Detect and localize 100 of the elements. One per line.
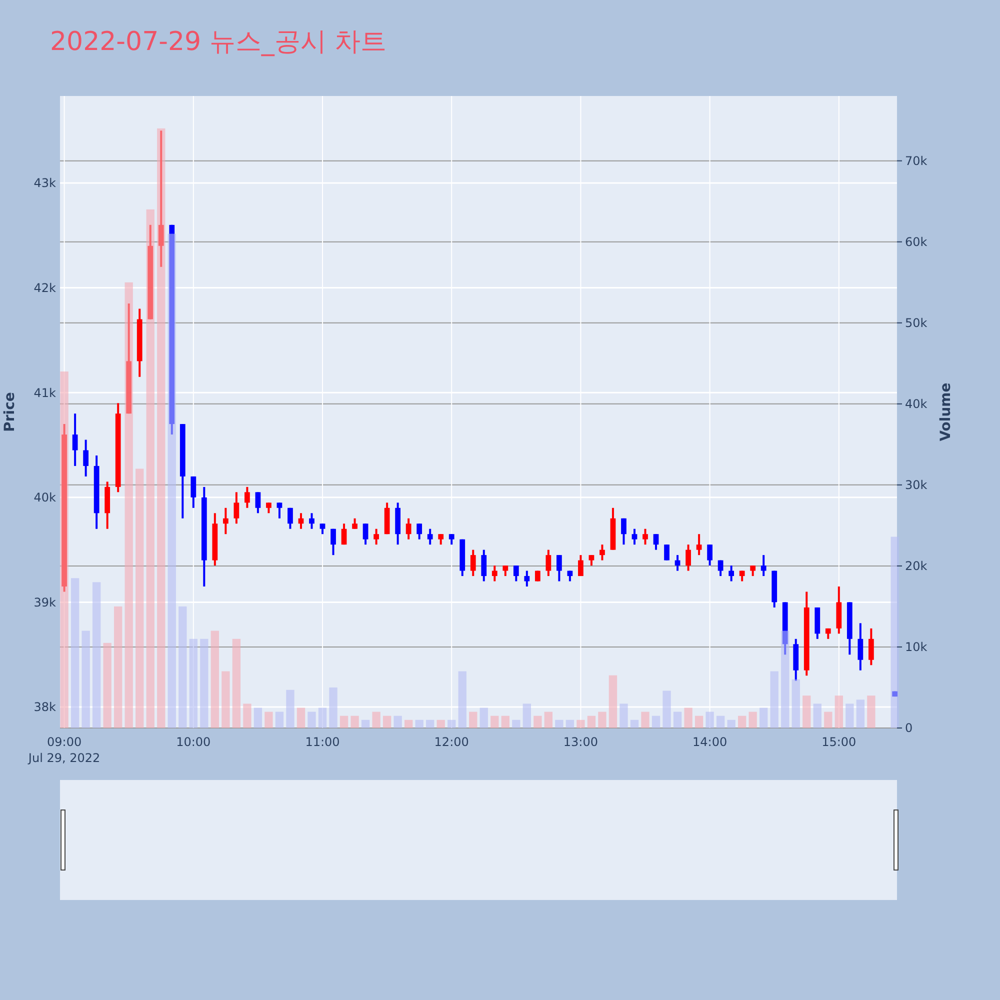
bar (210, 630, 220, 728)
bar (813, 704, 822, 728)
y2-tick-label: 40k (905, 397, 928, 412)
bar (802, 696, 811, 728)
candlestick (244, 486, 250, 509)
x-tick-label: 14:00 (692, 735, 728, 749)
bar (770, 671, 778, 728)
bar (243, 704, 252, 728)
y-tick-label: 43k (34, 176, 56, 190)
candlestick (750, 564, 756, 578)
candlestick (341, 522, 347, 546)
chart-title: 2022-07-29 뉴스_공시 차트 (50, 27, 387, 57)
candlestick (320, 522, 326, 536)
bar (124, 282, 133, 728)
bar (555, 720, 564, 728)
candlestick (427, 528, 433, 546)
bar (222, 671, 230, 728)
bar (350, 716, 359, 728)
bar (136, 468, 144, 728)
candlestick (352, 517, 358, 530)
x-tick-label: 11:00 (305, 735, 340, 749)
bar (469, 712, 478, 728)
bar (598, 712, 606, 728)
y2-axis-title: Volume (938, 382, 954, 442)
y-tick-label: 40k (34, 490, 56, 505)
bar (232, 638, 241, 728)
candlestick (760, 554, 766, 578)
x-tick-label: 12:00 (434, 735, 469, 749)
bar (157, 128, 166, 728)
bar (308, 712, 316, 728)
bar (458, 671, 466, 728)
candlestick (406, 517, 412, 540)
bar (329, 687, 338, 728)
candlestick (330, 528, 336, 556)
bar (146, 209, 154, 728)
y-axis-title: Price (2, 392, 18, 432)
bar (114, 606, 122, 728)
bar (652, 716, 660, 728)
bar (512, 720, 520, 728)
candlestick (158, 130, 164, 268)
x-tick-label: 15:00 (822, 735, 856, 749)
bar (404, 720, 413, 728)
candlestick (858, 622, 864, 672)
bar (890, 536, 899, 728)
candlestick (374, 528, 379, 546)
candlestick (266, 502, 272, 514)
bar (760, 708, 768, 728)
candlestick (524, 570, 530, 588)
x-tick-label: 09:00 (47, 735, 82, 749)
candlestick (686, 544, 691, 572)
bar (706, 712, 714, 728)
y-tick-label: 42k (34, 281, 56, 295)
candlestick (588, 554, 594, 567)
bar (834, 696, 843, 728)
y2-tick-label: 0 (905, 721, 913, 736)
bar (490, 716, 499, 728)
candlestick (362, 522, 368, 546)
candlestick (416, 522, 422, 540)
candlestick (255, 491, 261, 514)
bar (748, 712, 757, 728)
y2-tick-label: 70k (905, 154, 928, 168)
candlestick (578, 554, 584, 578)
candlestick (546, 548, 552, 578)
candlestick (600, 544, 605, 562)
bar (608, 675, 618, 728)
bar (178, 606, 187, 728)
bar (867, 696, 876, 728)
candlestick (309, 512, 314, 530)
candlestick (448, 533, 454, 546)
bar (662, 690, 671, 728)
bar (286, 690, 294, 728)
bar (501, 716, 510, 728)
bar (792, 679, 800, 728)
bar (534, 716, 542, 728)
candlestick (470, 548, 476, 578)
bar (448, 720, 456, 728)
candlestick (707, 544, 712, 567)
bar (426, 720, 434, 728)
bar (673, 712, 682, 728)
candlestick (621, 517, 626, 546)
y-tick-label: 39k (34, 595, 56, 610)
bar (436, 720, 445, 728)
bar (738, 716, 746, 728)
candlestick (276, 502, 282, 520)
text: Jul 29, 2022 (27, 751, 100, 765)
bar (296, 708, 306, 728)
bar (200, 638, 208, 728)
bar (361, 720, 370, 728)
bar (189, 638, 198, 728)
candlestick (653, 533, 659, 551)
y2-tick-label: 20k (905, 559, 928, 574)
bar (824, 712, 832, 728)
bar (566, 720, 574, 728)
candlestick (492, 564, 498, 582)
bar (254, 708, 262, 728)
candlestick (718, 559, 724, 578)
candlestick (438, 533, 444, 546)
bar (576, 720, 585, 728)
bar (716, 716, 725, 728)
y2-tick-label: 10k (905, 640, 928, 654)
